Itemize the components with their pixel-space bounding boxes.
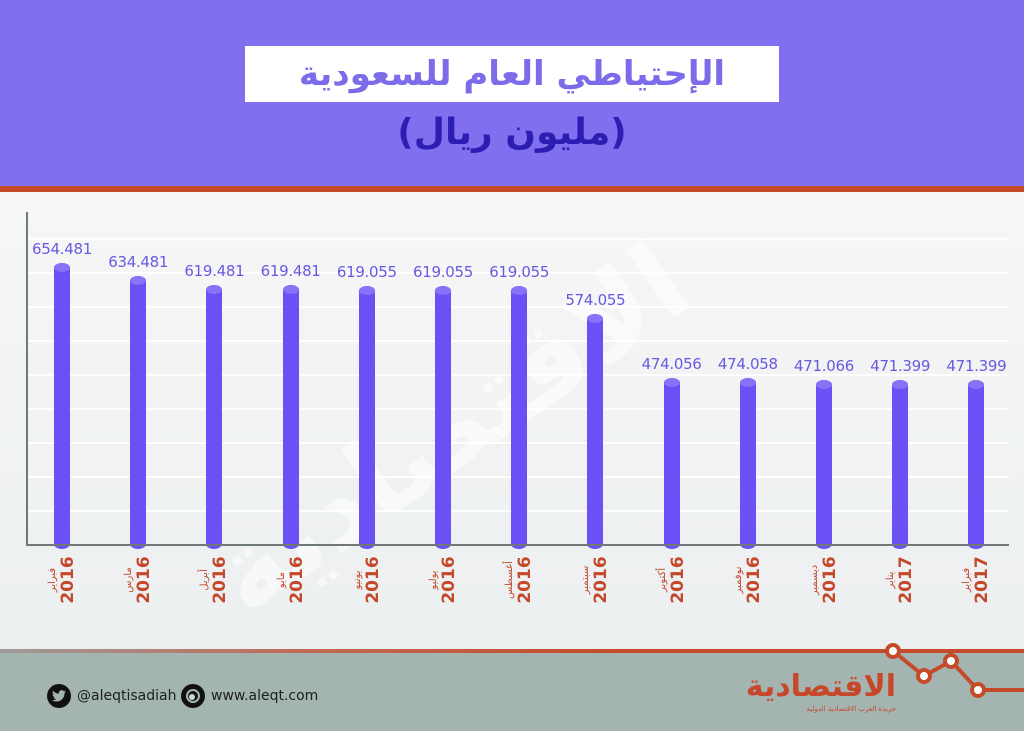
- year-label: 2016: [362, 556, 383, 604]
- bar-value-label: 619.481: [184, 262, 245, 281]
- x-tick-label: مارس 2016: [114, 550, 162, 610]
- bar: [892, 379, 909, 549]
- bar-value-label: 471.066: [794, 357, 854, 375]
- footer-divider: [0, 649, 1024, 654]
- x-tick-label: فبراير 2017: [952, 550, 1000, 610]
- bar: [435, 285, 451, 549]
- twitter-handle: @aleqtisadiah: [77, 688, 177, 704]
- y-axis: [26, 212, 28, 545]
- x-tick-label: يوليو 2016: [419, 550, 467, 610]
- bar-value-label: 619.055: [336, 262, 397, 281]
- title-box: الإحتياطي العام للسعودية: [245, 46, 779, 102]
- month-label: مايو: [275, 571, 287, 589]
- x-tick-label: أبريل 2016: [190, 550, 238, 610]
- gridline: [28, 238, 1009, 240]
- x-tick-label: أكتوبر 2016: [648, 550, 696, 610]
- twitter-icon: [47, 684, 71, 708]
- bar: [511, 285, 528, 549]
- x-tick-label: يونيو 2016: [343, 550, 391, 610]
- year-label: 2017: [896, 556, 917, 604]
- chart-subtitle: (مليون ريال): [397, 112, 627, 153]
- bar-value-label: 654.481: [32, 240, 92, 258]
- chart-title: الإحتياطي العام للسعودية: [298, 54, 726, 94]
- bar-value-label: 619.481: [260, 262, 321, 281]
- month-label: أكتوبر: [656, 567, 668, 593]
- year-label: 2016: [286, 556, 307, 604]
- bar-value-label: 474.058: [717, 355, 778, 374]
- x-tick-label: مايو 2016: [267, 550, 315, 610]
- bar-value-label: 474.056: [641, 355, 702, 374]
- year-label: 2016: [743, 556, 764, 604]
- x-tick-label: سبتمبر 2016: [571, 550, 619, 610]
- bar: [206, 285, 223, 549]
- year-label: 2016: [210, 556, 231, 604]
- x-tick-label: ديسمبر 2016: [800, 550, 848, 610]
- bar-value-label: 574.055: [565, 291, 626, 310]
- year-label: 2016: [134, 556, 155, 604]
- bar: [130, 275, 147, 549]
- x-axis: [26, 544, 1009, 546]
- x-tick-label: نوفمبر 2016: [724, 550, 772, 610]
- website-link[interactable]: www.aleqt.com: [181, 684, 318, 708]
- website-url: www.aleqt.com: [211, 688, 319, 704]
- year-label: 2016: [439, 556, 459, 604]
- publisher-logo: الاقتصادية: [745, 669, 896, 704]
- bar: [282, 285, 299, 549]
- bar: [968, 379, 985, 549]
- x-tick-label: فبراير 2016: [38, 550, 86, 610]
- bar-value-label: 634.481: [108, 252, 169, 271]
- bar: [54, 263, 70, 549]
- year-label: 2016: [515, 556, 536, 604]
- globe-icon: [181, 684, 205, 708]
- year-label: 2016: [667, 556, 688, 604]
- publisher-tagline: جريدة العرب الاقتصادية الدولية: [806, 705, 896, 713]
- bar: [816, 380, 832, 549]
- bar-value-label: 619.055: [489, 262, 550, 281]
- x-tick-label: أغسطس 2016: [495, 550, 543, 610]
- bar-value-label: 471.399: [870, 356, 931, 375]
- year-label: 2016: [58, 556, 78, 604]
- bar: [663, 378, 680, 549]
- year-label: 2017: [972, 556, 993, 604]
- year-label: 2016: [591, 556, 612, 604]
- gridline: [28, 272, 1009, 274]
- bar-value-label: 471.399: [946, 356, 1007, 375]
- bar: [587, 314, 604, 549]
- month-label: نوفمبر: [732, 566, 744, 594]
- header-divider: [0, 186, 1024, 192]
- bar-value-label: 619.055: [413, 262, 473, 281]
- footer: [0, 653, 1024, 731]
- bar: [739, 378, 756, 549]
- bar: [358, 285, 375, 549]
- twitter-link[interactable]: @aleqtisadiah: [47, 684, 176, 708]
- x-tick-label: يناير 2017: [876, 550, 924, 610]
- year-label: 2016: [820, 556, 840, 604]
- month-label: يونيو: [351, 570, 363, 590]
